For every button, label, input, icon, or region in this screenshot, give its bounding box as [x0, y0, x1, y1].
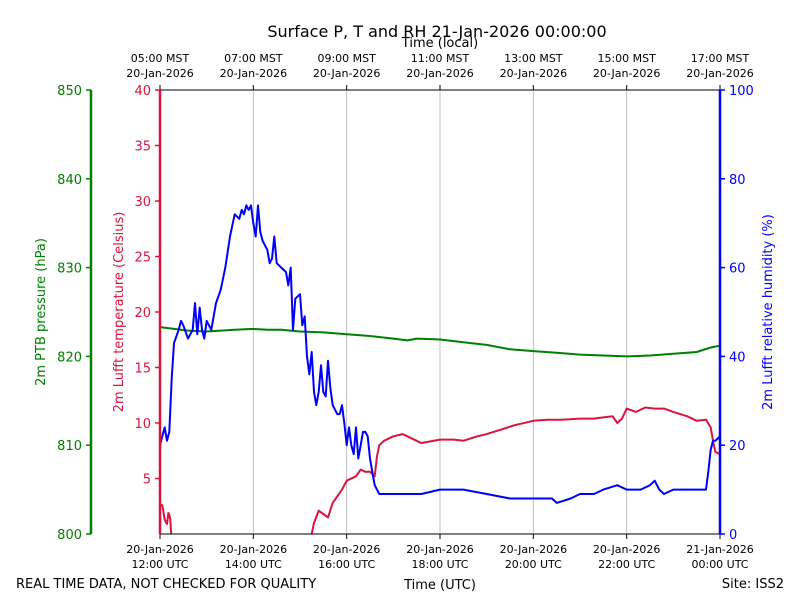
x-tick-label-utc: 22:00 UTC [598, 558, 655, 571]
x-tick-label-utc: 18:00 UTC [411, 558, 468, 571]
chart-title: Surface P, T and RH 21-Jan-2026 00:00:00 [267, 22, 606, 41]
pressure-tick-label: 820 [57, 350, 82, 365]
x-tick-label-local-time: 05:00 MST [131, 52, 190, 65]
pressure-tick-label: 840 [57, 173, 82, 188]
pressure-tick-label: 850 [57, 84, 82, 99]
x-tick-label-local-date: 20-Jan-2026 [220, 67, 288, 80]
pressure-tick-label: 830 [57, 262, 82, 277]
temperature-tick-label: 40 [134, 84, 151, 99]
x-tick-label-date: 20-Jan-2026 [126, 543, 194, 556]
x-tick-label-local-time: 11:00 MST [411, 52, 470, 65]
x-tick-label-local-date: 20-Jan-2026 [406, 67, 474, 80]
series-lines [159, 204, 721, 535]
temperature-tick-label: 20 [134, 306, 151, 321]
x-tick-label-local-date: 20-Jan-2026 [686, 67, 754, 80]
temperature-axis-label: 2m Lufft temperature (Celsius) [112, 212, 127, 413]
x-tick-label-local-date: 20-Jan-2026 [313, 67, 381, 80]
humidity-tick-label: 100 [729, 84, 754, 99]
x-tick-label-utc: 00:00 UTC [691, 558, 748, 571]
humidity-tick-label: 0 [729, 528, 737, 543]
temperature-tick-label: 35 [134, 140, 151, 155]
humidity-tick-label: 40 [729, 350, 746, 365]
humidity-tick-label: 80 [729, 173, 746, 188]
footer-quality-note: REAL TIME DATA, NOT CHECKED FOR QUALITY [16, 577, 316, 592]
pressure-tick-label: 800 [57, 528, 82, 543]
x-tick-label-local-time: 17:00 MST [691, 52, 750, 65]
humidity-axis-label: 2m Lufft relative humidity (%) [761, 214, 776, 410]
x-tick-label-date: 20-Jan-2026 [593, 543, 661, 556]
x-tick-label-date: 20-Jan-2026 [220, 543, 288, 556]
x-tick-label-date: 20-Jan-2026 [500, 543, 568, 556]
x-tick-label-local-time: 07:00 MST [224, 52, 283, 65]
axes: 20-Jan-2026 12:00 UTC 20-Jan-2026 14:00 UTC… [34, 52, 776, 571]
x-tick-label-date: 21-Jan-2026 [686, 543, 754, 556]
x-tick-label-utc: 16:00 UTC [318, 558, 375, 571]
series-line-humidity [159, 204, 721, 504]
x-tick-label-local-time: 15:00 MST [597, 52, 656, 65]
temperature-tick-label: 5 [143, 473, 151, 488]
x-tick-label-local-date: 20-Jan-2026 [126, 67, 194, 80]
x-tick-label-utc: 14:00 UTC [225, 558, 282, 571]
x-tick-label-utc: 12:00 UTC [131, 558, 188, 571]
series-line-temperature [160, 406, 721, 535]
temperature-tick-label: 10 [134, 417, 151, 432]
x-tick-label-local-time: 13:00 MST [504, 52, 563, 65]
top-axis-label: Time (local) [401, 36, 478, 51]
x-tick-label-local-date: 20-Jan-2026 [500, 67, 568, 80]
pressure-tick-label: 810 [57, 439, 82, 454]
series-line-pressure [159, 326, 721, 358]
footer-site: Site: ISS2 [722, 577, 784, 592]
temperature-tick-label: 30 [134, 195, 151, 210]
pressure-axis-label: 2m PTB pressure (hPa) [34, 238, 49, 386]
x-axis-label: Time (UTC) [403, 578, 476, 593]
humidity-tick-label: 20 [729, 439, 746, 454]
x-tick-label-local-date: 20-Jan-2026 [593, 67, 661, 80]
x-tick-label-local-time: 09:00 MST [317, 52, 376, 65]
x-tick-label-date: 20-Jan-2026 [313, 543, 381, 556]
humidity-tick-label: 60 [729, 262, 746, 277]
x-tick-label-date: 20-Jan-2026 [406, 543, 474, 556]
temperature-tick-label: 15 [134, 362, 151, 377]
temperature-tick-label: 25 [134, 251, 151, 266]
x-tick-label-utc: 20:00 UTC [505, 558, 562, 571]
